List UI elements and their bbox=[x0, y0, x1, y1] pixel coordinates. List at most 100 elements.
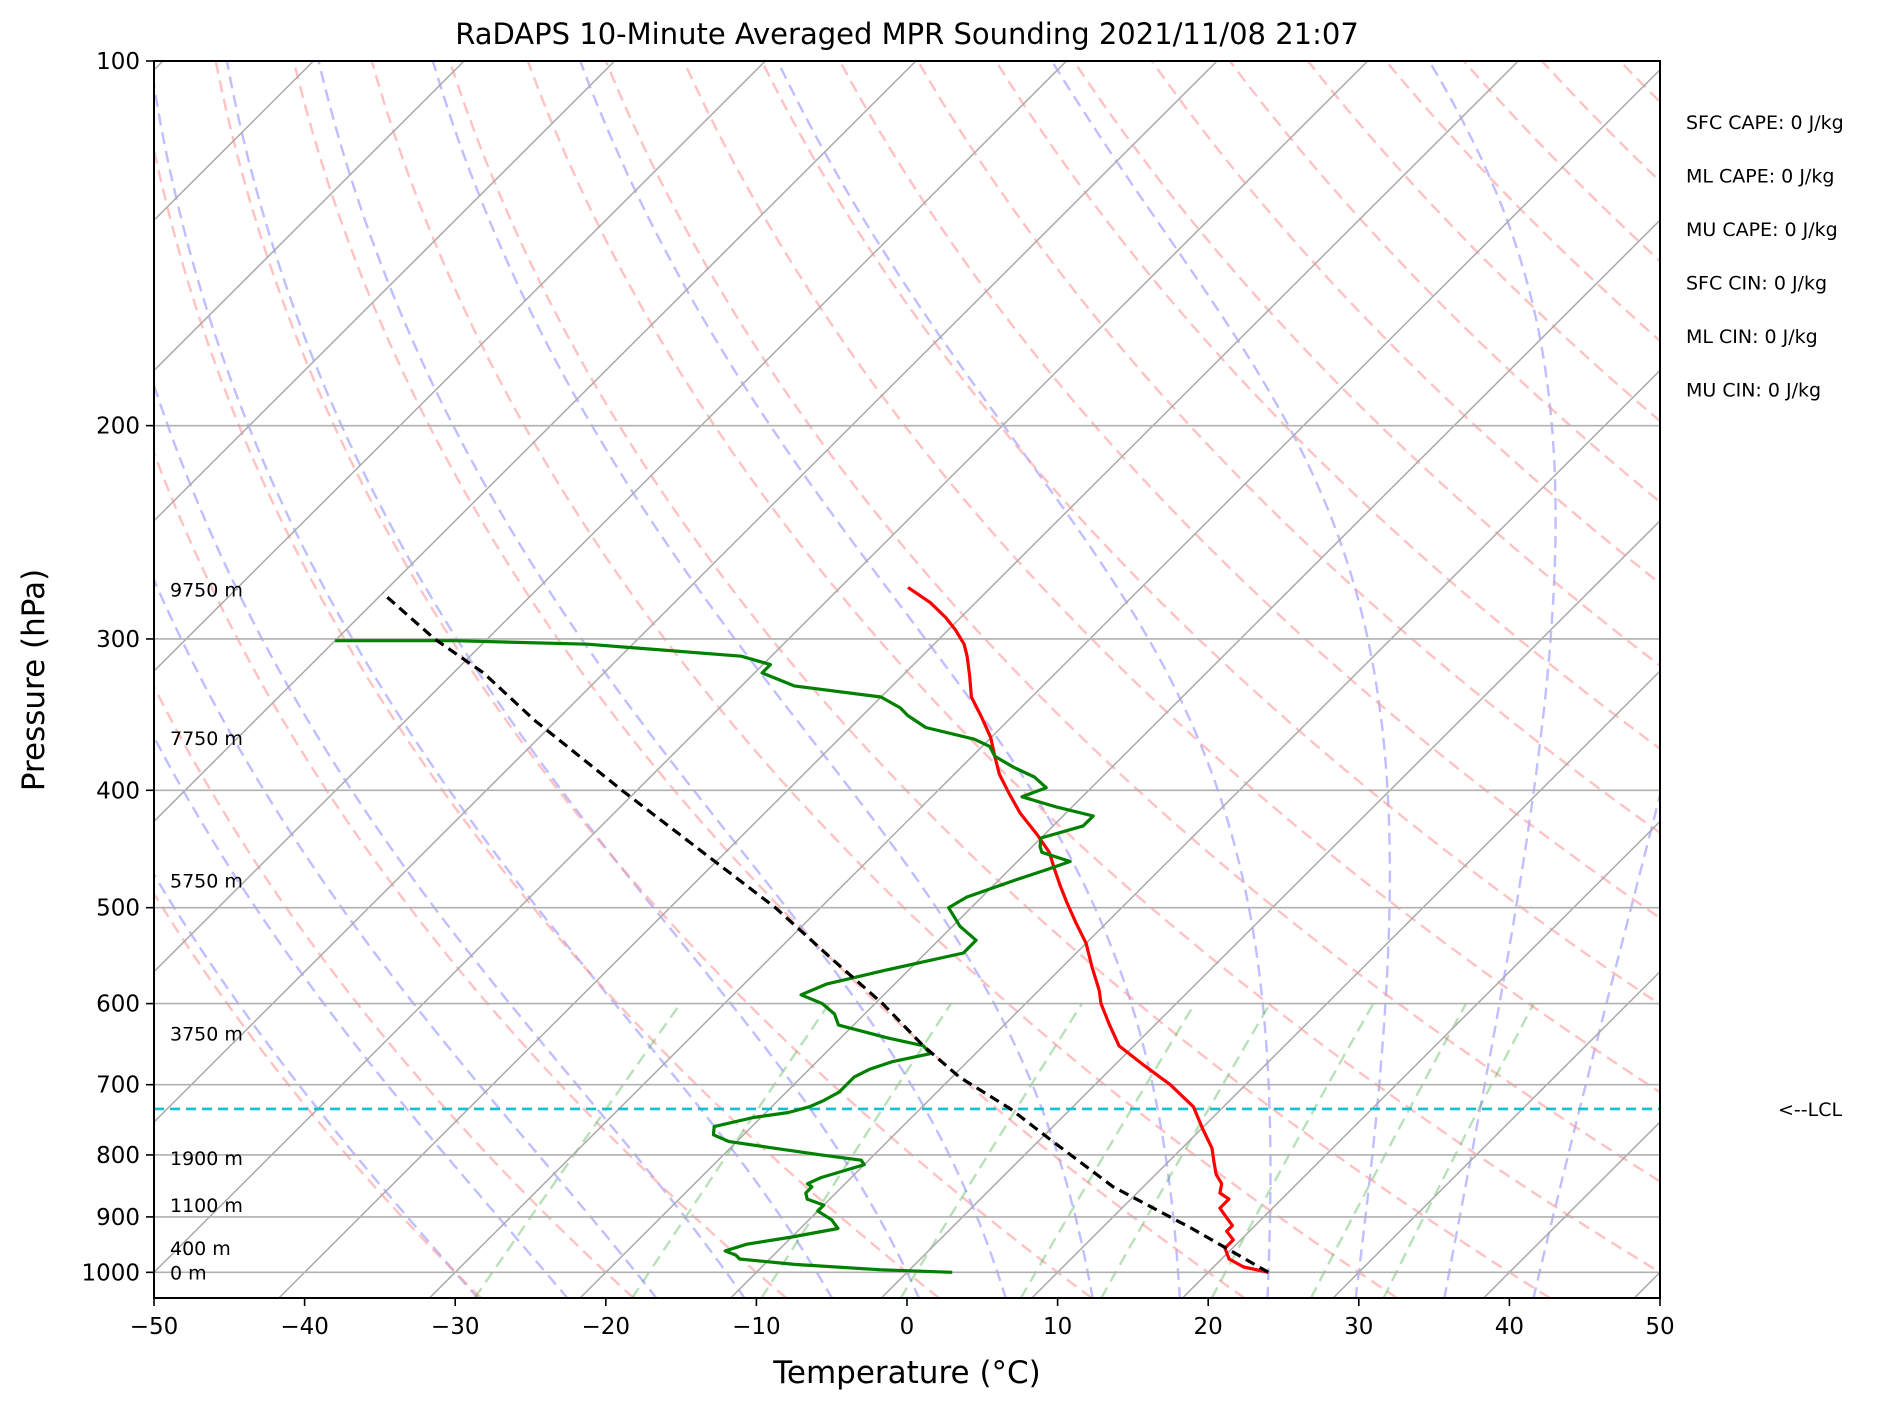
y-tick-label: 700 bbox=[96, 1073, 140, 1099]
isotherm-line bbox=[1332, 970, 1660, 1298]
x-tick-label: −10 bbox=[732, 1314, 781, 1340]
y-tick-label: 500 bbox=[96, 896, 140, 922]
y-tick-label: 1000 bbox=[81, 1260, 140, 1286]
x-tick-label: 0 bbox=[900, 1314, 915, 1340]
dry-adiabat-line bbox=[214, 61, 1093, 1298]
isotherm-line bbox=[1633, 1271, 1660, 1298]
index-text: ML CIN: 0 J/kg bbox=[1686, 326, 1818, 348]
moist-adiabat-line bbox=[1050, 61, 1392, 1298]
moist-adiabat-line bbox=[154, 734, 569, 1298]
isobar-gridlines bbox=[154, 61, 1660, 1274]
x-tick-label: −50 bbox=[130, 1314, 179, 1340]
y-tick-label: 300 bbox=[96, 627, 140, 653]
height-label: 1100 m bbox=[170, 1195, 243, 1217]
isotherm-line bbox=[154, 61, 1369, 1274]
moist-adiabat-line bbox=[776, 61, 1272, 1298]
x-tick-label: 50 bbox=[1645, 1314, 1674, 1340]
x-tick-label: 40 bbox=[1495, 1314, 1524, 1340]
mixing-ratio-line bbox=[631, 1002, 831, 1298]
parcel-path bbox=[381, 591, 1270, 1274]
mixing-ratio-line bbox=[1309, 1003, 1468, 1298]
dry-adiabat-line bbox=[994, 61, 1660, 751]
x-axis-ticks: −50 −40 −30 −20 −10 0 10 20 30 40 50 bbox=[130, 1298, 1675, 1340]
moist-adiabat-line bbox=[154, 77, 834, 1298]
index-text: MU CIN: 0 J/kg bbox=[1686, 380, 1821, 402]
skewed-isotherms bbox=[154, 61, 1660, 1298]
isotherm-line bbox=[154, 61, 917, 823]
y-tick-label: 400 bbox=[96, 778, 140, 804]
isotherm-line bbox=[428, 68, 1660, 1298]
dry-adiabat-line bbox=[154, 143, 940, 1298]
mixing-ratio-line bbox=[1100, 1002, 1272, 1298]
chart-title: RaDAPS 10-Minute Averaged MPR Sounding 2… bbox=[455, 17, 1359, 51]
isotherm-line bbox=[154, 61, 766, 673]
isotherm-line bbox=[154, 61, 616, 522]
temperature-trace bbox=[907, 586, 1269, 1274]
dry-adiabat-line bbox=[604, 61, 1660, 1183]
x-tick-label: −20 bbox=[582, 1314, 631, 1340]
height-label: 400 m bbox=[170, 1238, 231, 1260]
x-tick-label: 20 bbox=[1194, 1314, 1223, 1340]
dry-adiabat-line bbox=[154, 684, 635, 1298]
moist-adiabat-line bbox=[431, 61, 1094, 1298]
dry-adiabat-line bbox=[1072, 61, 1660, 668]
dry-adiabat-line bbox=[760, 61, 1660, 1006]
dry-adiabat-line bbox=[916, 61, 1660, 835]
index-text: SFC CIN: 0 J/kg bbox=[1686, 273, 1827, 295]
stability-indices: SFC CAPE: 0 J/kg ML CAPE: 0 J/kg MU CAPE: … bbox=[1686, 112, 1844, 402]
dry-adiabat-line bbox=[154, 449, 788, 1298]
y-tick-label: 200 bbox=[96, 414, 140, 440]
moist-adiabat-line bbox=[1532, 790, 1660, 1298]
y-tick-label: 800 bbox=[96, 1143, 140, 1169]
moist-adiabats bbox=[154, 61, 1660, 1298]
height-label: 3750 m bbox=[170, 1023, 243, 1045]
mixing-ratio-line bbox=[760, 1002, 953, 1298]
height-label: 7750 m bbox=[170, 728, 243, 750]
dry-adiabat-line bbox=[526, 61, 1660, 1274]
x-axis-label: Temperature (°C) bbox=[772, 1355, 1041, 1391]
dry-adiabat-line bbox=[370, 61, 1398, 1298]
moist-adiabat-line bbox=[225, 61, 921, 1298]
height-label: 0 m bbox=[170, 1262, 207, 1284]
isotherm-line bbox=[154, 61, 465, 372]
dry-adiabats bbox=[154, 61, 1660, 1298]
x-tick-label: −30 bbox=[431, 1314, 480, 1340]
sounding-series bbox=[335, 586, 1270, 1274]
isotherm-line bbox=[1181, 820, 1660, 1298]
moist-adiabat-line bbox=[154, 576, 658, 1298]
y-tick-label: 600 bbox=[96, 992, 140, 1018]
moist-adiabat-line bbox=[317, 61, 1007, 1298]
index-text: ML CAPE: 0 J/kg bbox=[1686, 166, 1834, 188]
mixing-ratio-line bbox=[899, 1002, 1084, 1298]
y-axis-label: Pressure (hPa) bbox=[16, 569, 52, 791]
mixing-ratio-line bbox=[1210, 1003, 1375, 1298]
y-tick-label: 900 bbox=[96, 1205, 140, 1231]
x-tick-label: 10 bbox=[1043, 1314, 1072, 1340]
y-axis-ticks: 100 200 300 400 500 600 700 800 900 1000 bbox=[81, 49, 154, 1286]
isotherm-line bbox=[1031, 670, 1660, 1298]
index-text: MU CAPE: 0 J/kg bbox=[1686, 219, 1838, 241]
height-label: 9750 m bbox=[170, 579, 243, 601]
dry-adiabat-line bbox=[292, 61, 1246, 1298]
mixing-ratio-lines bbox=[473, 1002, 1535, 1298]
isotherm-line bbox=[278, 61, 1519, 1298]
isotherm-line bbox=[880, 519, 1660, 1298]
lcl-label: <--LCL bbox=[1778, 1099, 1842, 1121]
plot-area bbox=[154, 61, 1660, 1298]
moist-adiabat-line bbox=[1428, 61, 1557, 1298]
isotherm-line bbox=[579, 219, 1660, 1298]
isotherm-line bbox=[730, 369, 1660, 1298]
mixing-ratio-line bbox=[1019, 1002, 1196, 1298]
dry-adiabat-line bbox=[448, 61, 1551, 1298]
dry-adiabat-line bbox=[1228, 61, 1660, 504]
mixing-ratio-line bbox=[1382, 1003, 1535, 1298]
isotherm-line bbox=[154, 61, 1218, 1124]
x-tick-label: 30 bbox=[1344, 1314, 1373, 1340]
height-label: 1900 m bbox=[170, 1148, 243, 1170]
moist-adiabat-line bbox=[154, 381, 746, 1298]
isotherm-line bbox=[154, 61, 1068, 973]
plot-frame bbox=[153, 60, 1661, 1299]
y-tick-label: 100 bbox=[96, 49, 140, 75]
